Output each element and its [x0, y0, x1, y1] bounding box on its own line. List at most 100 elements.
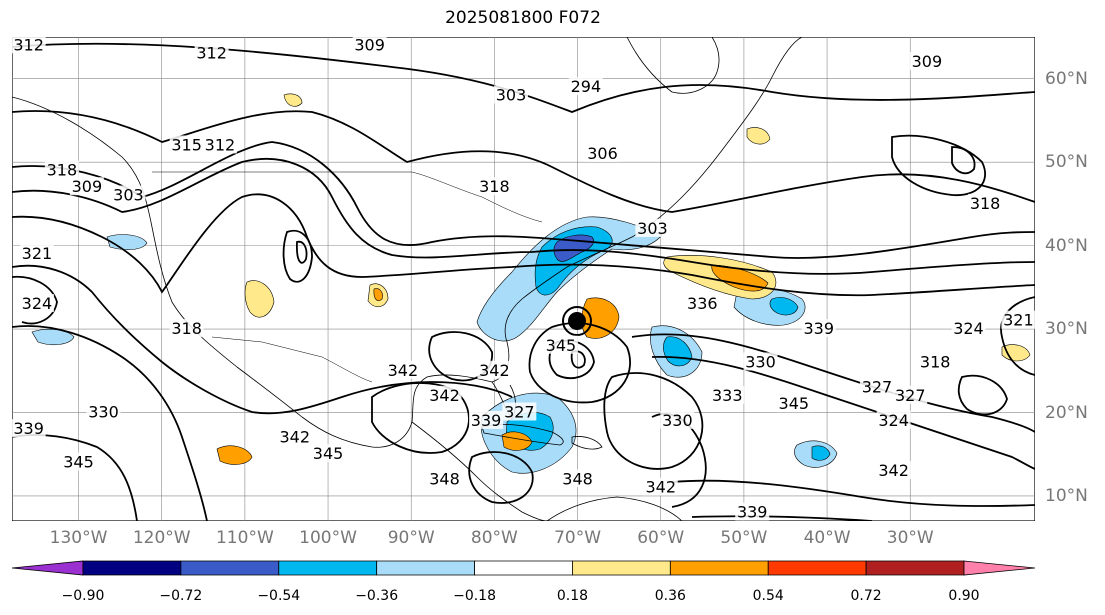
contour-label: 348: [429, 469, 460, 488]
north-positive: [746, 127, 771, 145]
contour-label: 330: [662, 411, 693, 430]
contour-label: 327: [895, 386, 926, 405]
contour-label: 339: [803, 319, 834, 338]
longitude-tick-label: 70°W: [554, 528, 602, 548]
contour-label-background: [560, 469, 595, 488]
contour-label-background: [12, 37, 46, 54]
contour-label: 309: [354, 37, 385, 54]
contour-label: 342: [645, 478, 676, 497]
contour-label: 312: [205, 135, 236, 154]
contour-label: 318: [47, 161, 78, 180]
atlantic-negative-core: [769, 297, 799, 316]
contour-label-background: [44, 160, 79, 179]
central-america-outline: [411, 421, 548, 521]
colorbar-tick-label: −0.18: [453, 588, 496, 604]
colorbar-bin: [180, 560, 280, 576]
latitude-tick-label: 20°N: [1045, 402, 1088, 423]
east-atlantic-negative-core: [811, 445, 831, 461]
longitude-tick-label: 30°W: [886, 528, 934, 548]
latitude-tick-label: 30°N: [1045, 319, 1088, 340]
contour-label: 327: [504, 403, 535, 422]
us-mexico-border: [211, 336, 373, 383]
contour-label: 324: [953, 319, 984, 338]
land-outlines: [12, 37, 803, 521]
contour-label-background: [893, 385, 928, 404]
contour-label: 345: [313, 444, 344, 463]
contour-label: 342: [280, 428, 311, 447]
cuba-outline: [481, 424, 564, 446]
longitude-tick-label: 60°W: [637, 528, 685, 548]
contour-label-background: [543, 335, 578, 354]
contour-label-background: [69, 177, 104, 196]
contour-label-background: [743, 352, 778, 371]
greenland-outline: [626, 37, 720, 94]
contour-label-background: [202, 135, 237, 154]
contour-label: 342: [479, 361, 510, 380]
contour-label: 318: [479, 177, 510, 196]
contour-label: 309: [912, 52, 943, 71]
colorbar-tick-label: 0.18: [556, 588, 589, 604]
contour-label-background: [111, 185, 146, 204]
us-canada-border: [152, 171, 543, 223]
contour-label-background: [876, 410, 911, 429]
contour-label-background: [568, 77, 603, 96]
latitude-tick-label: 50°N: [1045, 152, 1088, 173]
latitude-tick-label: 40°N: [1045, 235, 1088, 256]
contour-label-background: [477, 177, 512, 196]
latitude-tick-label: 60°N: [1045, 68, 1088, 89]
contour-label-background: [951, 319, 986, 338]
contour-label: 309: [72, 177, 103, 196]
contour-label: 327: [862, 377, 893, 396]
contour-label-background: [502, 402, 537, 421]
contour-label-background: [12, 419, 46, 438]
colorbar-tick-label: −0.54: [257, 588, 301, 604]
latitude-tick-label: 10°N: [1045, 485, 1088, 506]
contour-label-background: [660, 410, 695, 429]
colorbar-bin: [669, 560, 769, 576]
colorbar-min-extend: [11, 560, 84, 576]
shading-field: [31, 93, 1031, 474]
mexico-positive: [244, 280, 275, 318]
low-pressure-center: [568, 312, 586, 330]
storm-center: [562, 306, 592, 336]
negative-anomaly-region: [476, 216, 663, 342]
contour-label: 303: [496, 85, 527, 104]
contour-label-background: [635, 218, 670, 237]
contour-label-background: [876, 460, 911, 479]
colorbar-bin: [474, 560, 573, 576]
hispaniola-outline: [571, 436, 603, 450]
contour-label-background: [968, 193, 1003, 212]
colorbar-bin: [376, 560, 475, 576]
contour-label-background: [918, 352, 953, 371]
contour-label: 339: [13, 419, 44, 438]
longitude-tick-label: 120°W: [132, 528, 191, 548]
contour-label: 345: [546, 336, 577, 355]
contour-label: 318: [970, 194, 1001, 213]
contour-label-background: [469, 410, 504, 429]
contour-label: 345: [779, 394, 810, 413]
contour-label-background: [194, 43, 229, 62]
contour-label-background: [19, 294, 54, 313]
colorbar-tick-label: 0.36: [654, 588, 686, 604]
contour-label: 294: [571, 77, 602, 96]
figure-title: 2025081800 F072: [445, 8, 601, 28]
longitude-tick-label: 90°W: [387, 528, 435, 548]
contour-label-background: [477, 360, 512, 379]
contour-label-background: [277, 427, 312, 446]
contour-label: 339: [737, 503, 768, 521]
longitude-tick-label: 80°W: [470, 528, 518, 548]
contour-label: 333: [712, 386, 743, 405]
colorbar-bin: [82, 560, 182, 576]
contour-label-background: [311, 444, 346, 463]
contour-label: 324: [878, 411, 909, 430]
contour-label: 321: [1003, 311, 1034, 330]
contour-label: 321: [22, 244, 53, 263]
colorbar-tick-label: 0.72: [850, 588, 882, 604]
contour-label: 312: [196, 44, 227, 63]
south-america-outline: [546, 496, 683, 521]
longitude-tick-label: 50°W: [720, 528, 768, 548]
jet-positive-core: [711, 264, 769, 292]
contour-label: 330: [88, 403, 119, 422]
